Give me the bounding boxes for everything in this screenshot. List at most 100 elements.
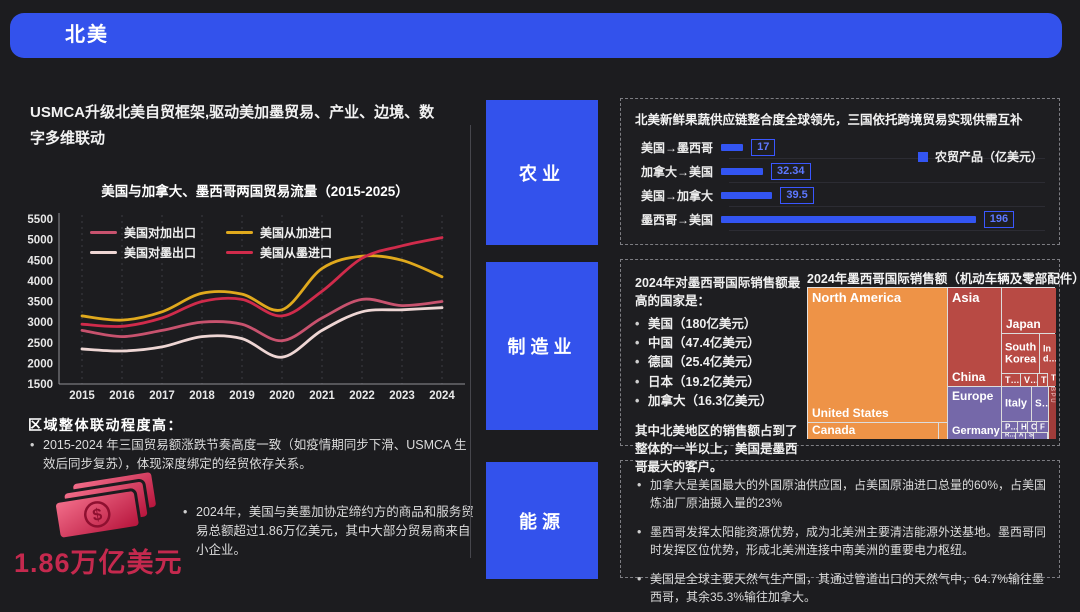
cell-label: T: [1041, 374, 1047, 385]
line-chart-legend: 美国对加出口 美国从加进口美国对墨出口 美国从墨进口: [90, 224, 332, 261]
bullet-dot: •: [637, 525, 642, 539]
cell-label: Japan: [1006, 317, 1041, 331]
cell-label: F: [1040, 422, 1045, 432]
manufacturing-text: 2024年对墨西哥国际销售额最高的国家是： • 美国（180亿美元） • 中国（47.…: [635, 275, 809, 477]
cell-label: Italy: [1005, 397, 1028, 410]
bullet-dot: •: [637, 478, 642, 492]
legend-label: 美国对加出口: [124, 226, 197, 240]
legend-label: 美国对墨出口: [124, 246, 197, 260]
energy-bullet: • 墨西哥发挥太阳能资源优势，成为北美洲主要清洁能源外送基地。墨西哥同时发挥区位优…: [637, 525, 1047, 557]
treemap-cell-c: C: [1028, 422, 1036, 432]
treemap-cell-p-: P…: [1002, 422, 1017, 432]
legend-label: 美国从墨进口: [260, 246, 333, 260]
country-sales-item: • 日本（19.2亿美元）: [635, 373, 809, 392]
treemap-cell-f: F: [1037, 422, 1048, 432]
treemap-cell-canada: Canada: [808, 423, 938, 439]
y-tick-label: 5000: [27, 235, 53, 247]
treemap-cell: [1034, 433, 1047, 439]
legend-swatch: [226, 250, 254, 255]
treemap-cell-japan: Japan: [1002, 288, 1056, 333]
bullet-dot: •: [30, 438, 35, 452]
bar: [721, 191, 773, 199]
agriculture-panel: 北美新鲜果蔬供应链整合度全球领先，三国依托跨境贸易实现供需互补 美国→墨西哥 17…: [620, 98, 1060, 245]
cell-label: S…: [1035, 398, 1048, 410]
manufacturing-footer: 其中北美地区的销售额占到了整体的一半以上，美国是墨西哥最大的客户。: [635, 424, 798, 474]
section-heading: 区域整体联动程度高：: [28, 417, 183, 433]
bar-category-label: 墨西哥→美国: [640, 212, 713, 227]
treemap-cell-t-: T…: [1048, 370, 1056, 386]
vertical-divider: [470, 125, 471, 558]
bullet-dot: •: [635, 355, 640, 370]
line-chart-title: 美国与加拿大、墨西哥两国贸易流量（2015-2025）: [101, 184, 409, 199]
legend-label: 美国从加进口: [260, 226, 333, 240]
page-title: 北美: [65, 24, 109, 46]
legend-item: 美国对加出口: [90, 224, 196, 241]
region-label: Europe: [952, 389, 994, 403]
series-美国从加进口: [80, 254, 444, 322]
treemap-cell-t-: T…: [1002, 374, 1020, 386]
x-tick-label: 2024: [429, 390, 455, 402]
bar-value-label: 39.5: [780, 186, 814, 204]
country-sales-item: • 加拿大（16.3亿美元）: [635, 392, 809, 411]
cell-label: C: [1031, 422, 1036, 432]
cell-label: Canada: [812, 423, 856, 437]
energy-bullet-list: • 加拿大是美国最大的外国原油供应国，占美国原油进口总量的60%，占美国炼油厂原油…: [637, 476, 1047, 606]
cell-label: Germany: [952, 425, 1000, 437]
agri-bar-row: 美国→加拿大 39.5: [631, 183, 1049, 207]
legend-swatch: [917, 151, 928, 162]
energy-bullet: • 美国是全球主要天然气生产国，其通过管道出口的天然气中，64.7%输往墨西哥，其…: [637, 572, 1045, 604]
linkage-bullet-1: • 2015-2024 年三国贸易额涨跌节奏高度一致（如疫情期同步下滑、USMC…: [30, 436, 468, 474]
treemap-cell: [939, 423, 947, 439]
bar-category-label: 加拿大→美国: [640, 164, 713, 179]
country-sales-item: • 德国（25.4亿美元）: [635, 353, 809, 372]
x-tick-label: 2022: [349, 390, 375, 402]
bar-category-label: 美国→墨西哥: [640, 140, 713, 155]
y-tick-label: 2000: [27, 358, 53, 370]
bar: [721, 215, 976, 223]
bullet-dot: •: [635, 316, 640, 331]
legend-swatch: [90, 230, 117, 235]
cell-label: H: [1021, 422, 1027, 432]
energy-panel: • 加拿大是美国最大的外国原油供应国，占美国原油进口总量的60%，占美国炼油厂原油…: [620, 460, 1060, 604]
x-tick-label: 2018: [189, 390, 215, 402]
energy-bullet: • 加拿大是美国最大的外国原油供应国，占美国原油进口总量的60%，占美国炼油厂原油…: [637, 478, 1047, 510]
bar: [721, 167, 763, 175]
y-tick-label: 4500: [27, 255, 53, 267]
treemap-cell-v-: V…: [1021, 374, 1037, 386]
bar-category-label: 美国→加拿大: [640, 188, 713, 203]
y-tick-label: 2500: [27, 338, 53, 350]
svg-text:$: $: [91, 505, 104, 525]
treemap-cell-b-p-u: B P U: [1049, 387, 1056, 439]
bullet-dot: •: [635, 394, 640, 408]
category-box-agriculture: 农业: [486, 100, 598, 245]
subtitle: USMCA升级北美自贸框架,驱动美加墨贸易、产业、边境、数字多维联动: [30, 104, 435, 148]
bar-value-label: 32.34: [771, 162, 811, 180]
bullet-dot: •: [635, 335, 640, 350]
series-美国对加出口: [80, 297, 444, 343]
cell-label: T…: [1051, 373, 1056, 383]
bullet-dot: •: [635, 374, 640, 389]
y-tick-label: 4000: [27, 276, 53, 288]
linkage-bullet-2: • 2024年，美国与美墨加协定缔约方的商品和服务贸易总额超过1.86万亿美元，…: [183, 503, 475, 559]
legend-item: 美国从加进口: [226, 224, 332, 241]
bullet-dot: •: [183, 505, 188, 519]
treemap-cell-a: A: [1016, 433, 1025, 439]
region-label: Asia: [952, 290, 980, 305]
y-tick-label: 5500: [27, 214, 53, 226]
treemap-cell-united-states: North America United States: [808, 288, 947, 422]
bar-value-label: 17: [751, 138, 776, 156]
row-separator: [729, 158, 1045, 159]
cell-label: S: [1029, 433, 1033, 439]
x-tick-label: 2023: [389, 390, 415, 402]
row-separator: [729, 230, 1045, 231]
agri-bar-chart: 美国→墨西哥 17 加拿大→美国 32.34 美国→加拿大 39.5 墨西哥→美国 196: [631, 135, 1049, 231]
treemap-cell-italy: Italy: [1002, 387, 1031, 421]
treemap-cell-s: S: [1026, 433, 1033, 439]
treemap-title: 2024年墨西哥国际销售额（机动车辆及零部配件）: [807, 272, 1080, 286]
y-tick-label: 1500: [27, 379, 53, 391]
manufacturing-panel: 2024年对墨西哥国际销售额最高的国家是： • 美国（180亿美元） • 中国（47.…: [620, 259, 1080, 474]
cell-label: T…: [1005, 374, 1020, 385]
legend-swatch: [226, 230, 254, 235]
series-美国从墨进口: [80, 236, 444, 328]
